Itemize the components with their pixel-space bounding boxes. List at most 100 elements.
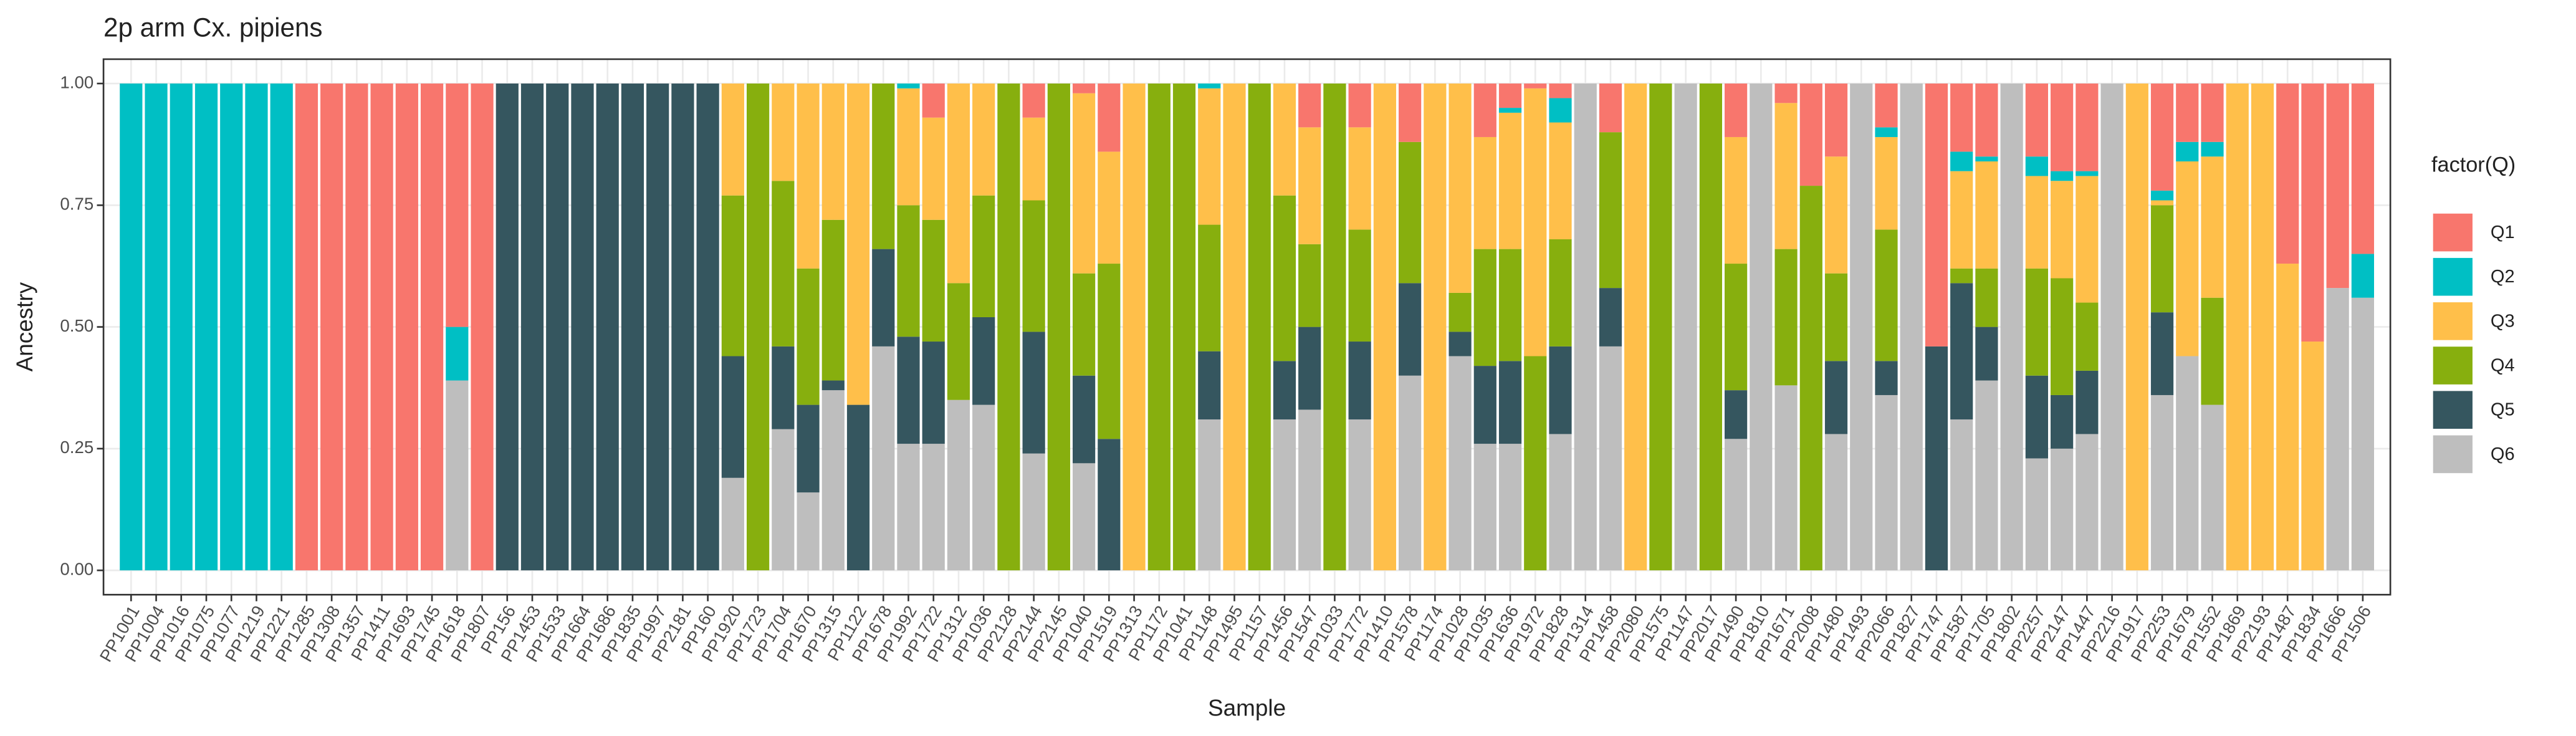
bar-segment [1473, 444, 1496, 571]
bar-segment [2276, 264, 2299, 571]
bar-segment [1875, 127, 1898, 137]
y-tick-label: 1.00 [60, 72, 93, 92]
bar-segment [772, 84, 795, 181]
bar-segment [947, 84, 970, 284]
bar-segment [1524, 88, 1547, 356]
bar-segment [546, 84, 569, 571]
legend-swatch [2433, 213, 2473, 252]
bar-segment [2076, 370, 2099, 434]
bar-segment [2201, 156, 2224, 298]
bar-segment [1824, 156, 1848, 274]
bar-segment [922, 444, 945, 571]
bar-segment [1950, 268, 1973, 284]
bar-segment [1348, 342, 1371, 420]
bar-segment [897, 84, 920, 88]
bar-segment [1072, 273, 1096, 376]
panel-border [102, 58, 2392, 596]
bar-segment [1774, 103, 1798, 249]
bar-segment [2025, 176, 2048, 269]
bar-segment [2326, 288, 2349, 571]
x-axis-label: Sample [1208, 695, 1286, 721]
bar-segment [1448, 356, 1472, 571]
bar-segment [1022, 117, 1045, 201]
bar-segment [2176, 141, 2199, 162]
bar-segment [1549, 122, 1572, 239]
bar-segment [496, 84, 519, 571]
bar-segment [1348, 419, 1371, 571]
bar-segment [1198, 351, 1221, 420]
bar-segment [1399, 84, 1422, 142]
bar-segment [1975, 327, 1998, 381]
bar-segment [797, 268, 820, 405]
bar-segment [1824, 434, 1848, 571]
bar-segment [2000, 84, 2023, 571]
bar-segment [772, 346, 795, 429]
bar-segment [947, 283, 970, 400]
legend-swatch [2433, 346, 2473, 385]
bar-segment [2276, 84, 2299, 264]
bar-segment [1524, 84, 1547, 88]
bar-segment [1975, 380, 1998, 571]
bar-segment [721, 477, 744, 571]
bar-segment [1072, 93, 1096, 274]
bar-segment [345, 84, 368, 571]
bar-segment [1725, 264, 1748, 391]
bar-segment [846, 84, 870, 405]
bar-segment [1298, 84, 1321, 128]
bar-segment [1098, 84, 1121, 152]
bar-segment [2201, 404, 2224, 571]
bar-segment [972, 195, 995, 317]
bar-segment [1975, 84, 1998, 157]
bar-segment [1273, 361, 1296, 420]
bar-segment [1875, 394, 1898, 571]
bar-segment [1799, 186, 1822, 571]
bar-segment [1900, 84, 1923, 571]
bar-segment [1022, 84, 1045, 118]
bar-segment [947, 399, 970, 571]
bar-segment [2150, 84, 2174, 191]
bar-segment [721, 356, 744, 478]
bar-segment [1498, 108, 1522, 113]
bar-segment [446, 380, 469, 571]
bar-segment [295, 84, 318, 571]
bar-segment [821, 219, 845, 381]
bar-segment [596, 84, 619, 571]
bar-segment [872, 249, 895, 346]
bar-segment [872, 84, 895, 249]
bar-segment [772, 181, 795, 346]
bar-segment [170, 84, 193, 571]
bar-segment [1498, 444, 1522, 571]
bar-segment [2076, 84, 2099, 171]
bar-segment [1172, 84, 1196, 571]
bar-segment [846, 404, 870, 571]
bar-segment [2150, 190, 2174, 201]
chart-title: 2p arm Cx. pipiens [103, 13, 322, 42]
bar-segment [1323, 84, 1346, 571]
bar-segment [922, 117, 945, 220]
bar-segment [997, 84, 1020, 571]
bar-segment [245, 84, 268, 571]
bar-segment [1047, 84, 1070, 571]
bar-segment [721, 84, 744, 196]
bar-segment [1725, 439, 1748, 571]
bar-segment [1725, 84, 1748, 137]
bar-segment [2051, 84, 2074, 171]
bar-segment [897, 337, 920, 444]
bar-segment [1925, 84, 1948, 346]
bar-segment [2150, 312, 2174, 395]
legend-swatch [2433, 435, 2473, 474]
bar-segment [972, 84, 995, 196]
bar-segment [2150, 200, 2174, 206]
legend-swatch [2433, 391, 2473, 429]
bar-segment [2125, 84, 2148, 571]
bar-segment [2051, 181, 2074, 279]
bar-segment [446, 327, 469, 381]
bar-segment [1448, 332, 1472, 356]
bar-segment [1549, 346, 1572, 434]
bar-segment [1298, 127, 1321, 244]
bar-segment [821, 390, 845, 571]
bar-segment [1348, 229, 1371, 342]
bar-segment [1198, 419, 1221, 571]
bar-segment [1549, 434, 1572, 571]
